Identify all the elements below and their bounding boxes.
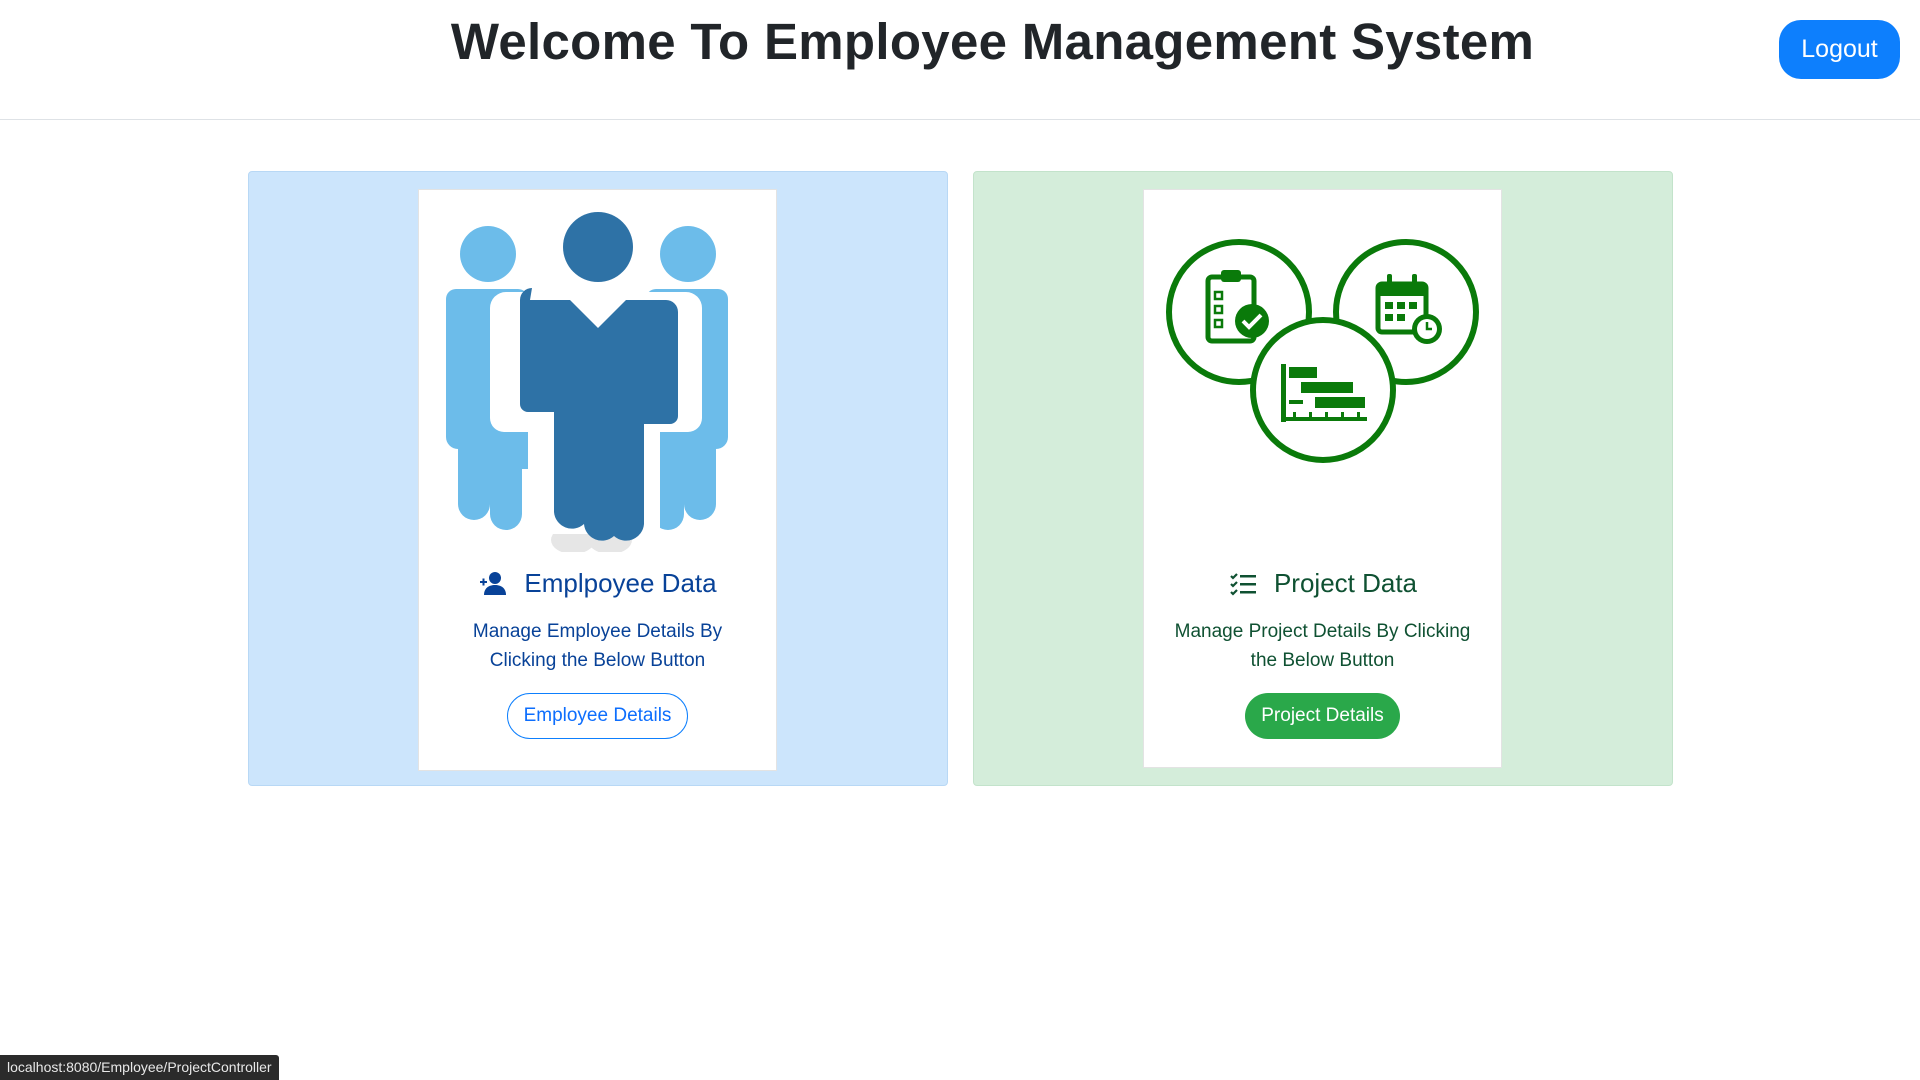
project-card-text: Manage Project Details By Clicking the B… bbox=[1174, 621, 1471, 671]
employee-card-title: Emplpoyee Data bbox=[419, 568, 776, 599]
employee-card-title-text: Emplpoyee Data bbox=[524, 568, 717, 598]
employees-group-icon bbox=[445, 212, 728, 552]
person-add-icon bbox=[480, 571, 507, 595]
status-bar-url: localhost:8080/Employee/ProjectControlle… bbox=[0, 1055, 279, 1080]
project-card-title: Project Data bbox=[1144, 568, 1501, 599]
employee-details-button[interactable]: Employee Details bbox=[506, 693, 689, 739]
employee-card-text: Manage Employee Details By Clicking the … bbox=[472, 621, 723, 671]
checklist-icon bbox=[1230, 572, 1256, 596]
project-panel: Project Data Manage Project Details By C… bbox=[973, 171, 1673, 786]
page-title: Welcome To Employee Management System bbox=[450, 13, 1535, 70]
project-card: Project Data Manage Project Details By C… bbox=[1143, 189, 1502, 768]
project-card-title-text: Project Data bbox=[1273, 568, 1418, 598]
logout-button[interactable]: Logout bbox=[1779, 20, 1900, 79]
header: Welcome To Employee Management System Lo… bbox=[0, 0, 1920, 120]
project-details-button[interactable]: Project Details bbox=[1245, 693, 1400, 739]
employee-card: Emplpoyee Data Manage Employee Details B… bbox=[418, 189, 777, 771]
employee-panel: Emplpoyee Data Manage Employee Details B… bbox=[248, 171, 948, 786]
project-management-icon bbox=[1165, 239, 1479, 463]
